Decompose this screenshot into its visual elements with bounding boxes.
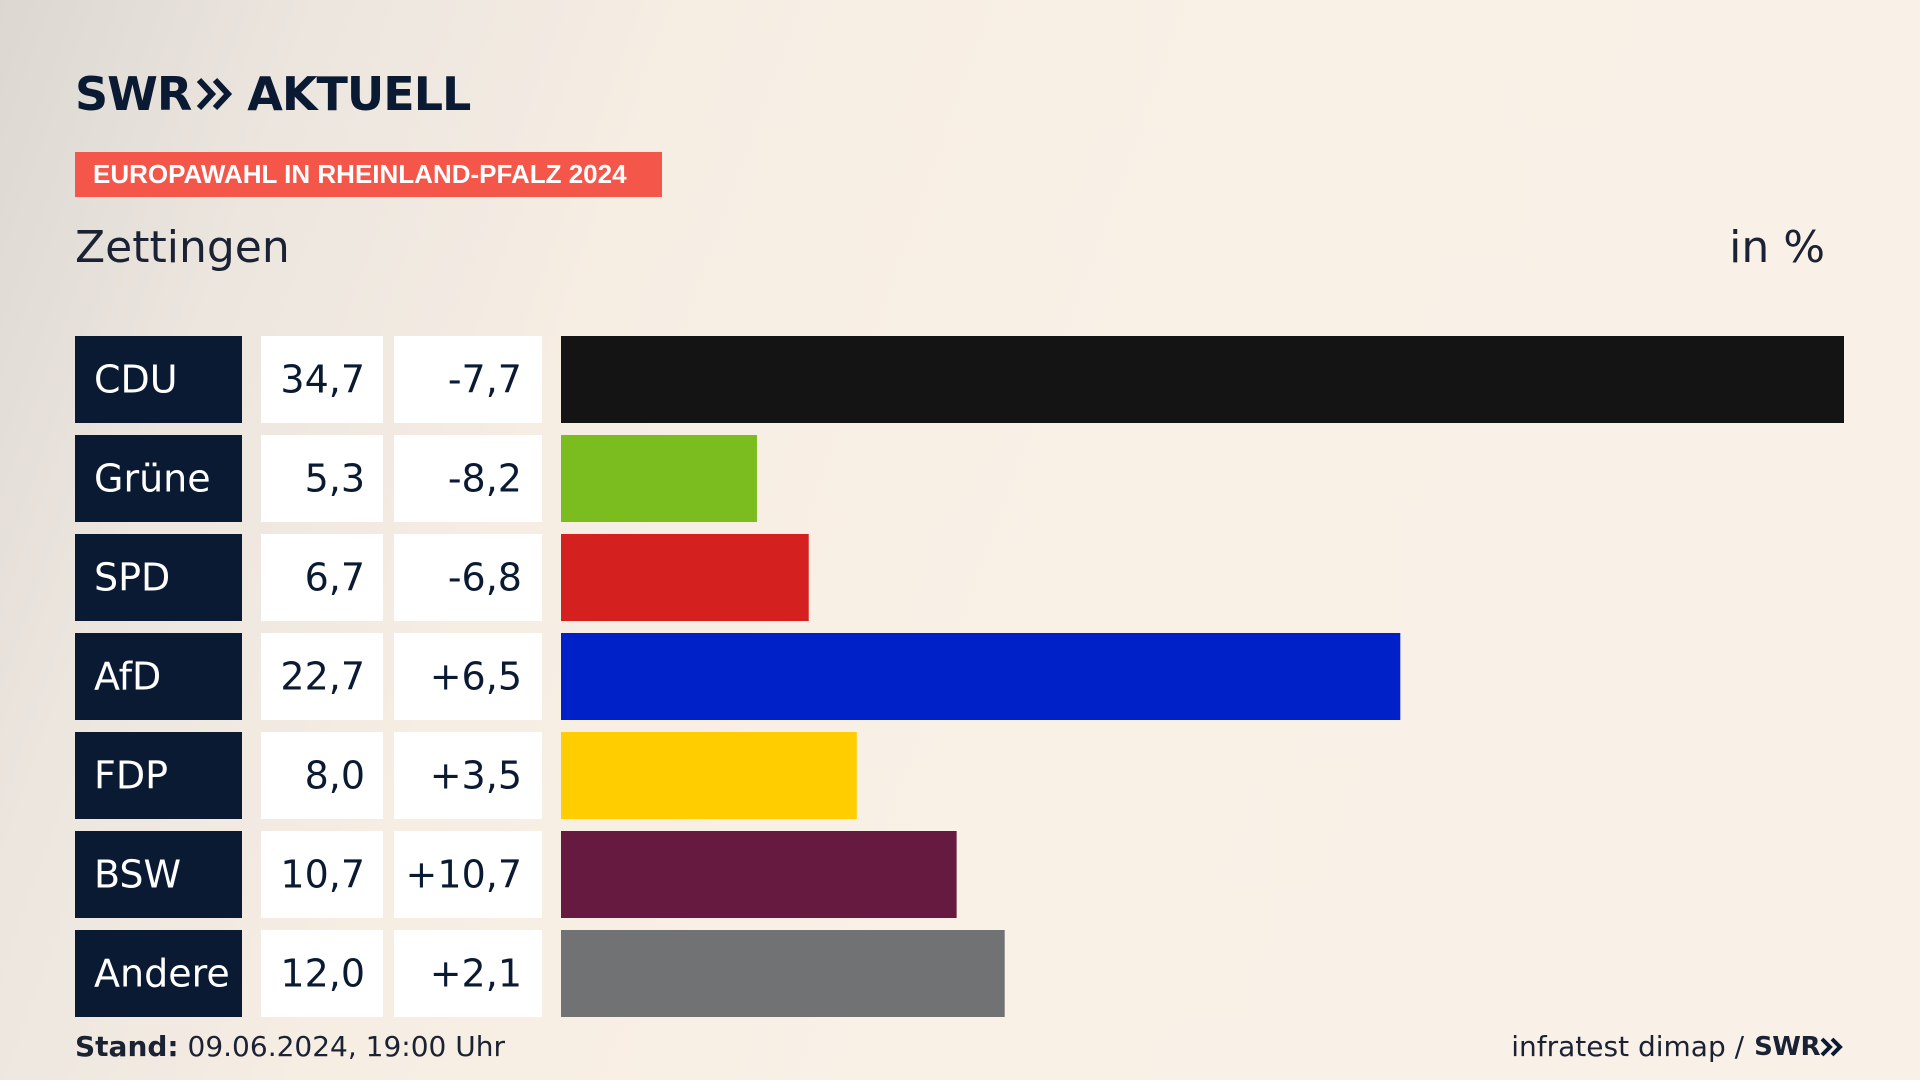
change-value-label: +6,5: [430, 655, 522, 699]
party-label: Grüne: [94, 457, 211, 501]
party-label: Andere: [94, 952, 230, 996]
source-text: infratest dimap /: [1511, 1030, 1745, 1063]
share-value-label: 6,7: [305, 556, 365, 600]
party-label: FDP: [94, 754, 168, 798]
election-banner: EUROPAWAHL IN RHEINLAND-PFALZ 2024: [75, 152, 662, 197]
change-box: [394, 435, 542, 522]
logo-swr-text: SWR: [75, 67, 192, 121]
share-value-label: 34,7: [280, 358, 365, 402]
share-box: [261, 534, 383, 621]
change-box: [394, 732, 542, 819]
result-bar: [561, 930, 1005, 1017]
change-box: [394, 534, 542, 621]
change-value-label: +2,1: [430, 952, 522, 996]
party-box: [75, 831, 242, 918]
result-bar: [561, 435, 757, 522]
party-box: [75, 732, 242, 819]
change-value-label: -7,7: [448, 358, 522, 402]
timestamp: Stand: 09.06.2024, 19:00 Uhr: [75, 1030, 505, 1064]
share-box: [261, 633, 383, 720]
source-brand: SWR: [1754, 1032, 1820, 1062]
change-value-label: -6,8: [448, 556, 522, 600]
share-box: [261, 336, 383, 423]
region-title: Zettingen: [75, 222, 290, 273]
result-bar: [561, 534, 809, 621]
change-box: [394, 633, 542, 720]
result-bar: [561, 336, 1844, 423]
party-label: BSW: [94, 853, 181, 897]
unit-label: in %: [1729, 222, 1825, 273]
change-value-label: +3,5: [430, 754, 522, 798]
party-box: [75, 336, 242, 423]
share-box: [261, 435, 383, 522]
share-value-label: 10,7: [280, 853, 365, 897]
timestamp-label: Stand:: [75, 1030, 179, 1063]
share-box: [261, 930, 383, 1017]
share-value-label: 22,7: [280, 655, 365, 699]
party-box: [75, 633, 242, 720]
result-bar: [561, 831, 957, 918]
share-box: [261, 831, 383, 918]
share-box: [261, 732, 383, 819]
party-box: [75, 435, 242, 522]
party-label: AfD: [94, 655, 161, 699]
change-box: [394, 831, 542, 918]
party-label: CDU: [94, 358, 178, 402]
party-label: SPD: [94, 556, 170, 600]
share-value-label: 8,0: [305, 754, 365, 798]
party-box: [75, 930, 242, 1017]
result-bar: [561, 732, 857, 819]
share-value-label: 5,3: [305, 457, 365, 501]
change-value-label: -8,2: [448, 457, 522, 501]
change-box: [394, 930, 542, 1017]
swr-aktuell-logo: SWR AKTUELL: [75, 66, 471, 122]
source-credit: infratest dimap / SWR: [1511, 1030, 1844, 1064]
share-value-label: 12,0: [280, 952, 365, 996]
result-bar: [561, 633, 1401, 720]
change-value-label: +10,7: [406, 853, 522, 897]
logo-aktuell-text: AKTUELL: [247, 67, 471, 121]
double-chevron-small-icon: [1820, 1037, 1843, 1057]
timestamp-value: 09.06.2024, 19:00 Uhr: [187, 1030, 505, 1063]
double-chevron-icon: [197, 77, 233, 111]
party-box: [75, 534, 242, 621]
change-box: [394, 336, 542, 423]
